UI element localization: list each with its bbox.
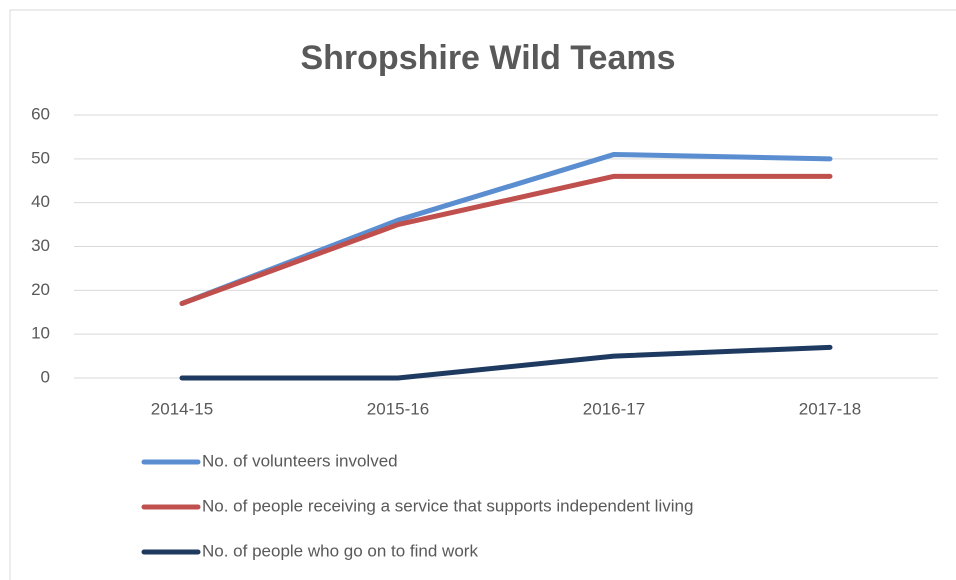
x-tick-label: 2015-16 xyxy=(367,399,429,418)
y-tick-label: 40 xyxy=(31,192,50,211)
series-line xyxy=(179,173,833,306)
legend-label: No. of volunteers involved xyxy=(202,451,398,470)
legend-label: No. of people receiving a service that s… xyxy=(202,496,693,515)
x-tick-label: 2017-18 xyxy=(799,399,861,418)
y-tick-label: 50 xyxy=(31,148,50,167)
y-tick-label: 10 xyxy=(31,324,50,343)
x-tick-label: 2016-17 xyxy=(583,399,645,418)
x-tick-label: 2014-15 xyxy=(151,399,213,418)
legend-label: No. of people who go on to find work xyxy=(202,541,478,560)
series-line xyxy=(179,344,833,381)
y-tick-label: 20 xyxy=(31,280,50,299)
y-tick-label: 0 xyxy=(41,367,50,386)
y-tick-label: 60 xyxy=(31,104,50,123)
chart-title: Shropshire Wild Teams xyxy=(300,39,675,77)
chart-border xyxy=(9,9,956,580)
y-tick-label: 30 xyxy=(31,236,50,255)
